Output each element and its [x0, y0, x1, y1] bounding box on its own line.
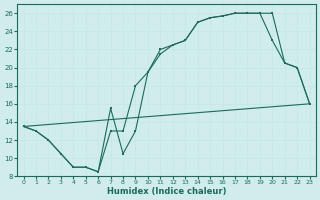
- X-axis label: Humidex (Indice chaleur): Humidex (Indice chaleur): [107, 187, 226, 196]
